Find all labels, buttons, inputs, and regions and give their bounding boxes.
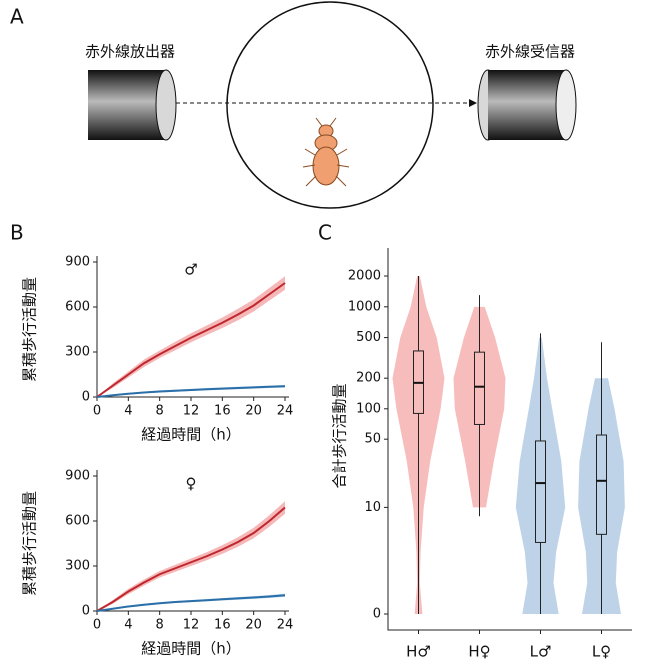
line bbox=[96, 506, 286, 612]
y-tick-label: 0 bbox=[82, 604, 90, 619]
error-band bbox=[97, 593, 285, 611]
panel-label: A bbox=[10, 5, 24, 29]
y-tick-label: 0 bbox=[82, 390, 90, 405]
emitter bbox=[88, 69, 177, 141]
error-band bbox=[97, 276, 285, 397]
y-tick-label: 200 bbox=[356, 371, 381, 386]
y-tick-label: 100 bbox=[356, 401, 381, 416]
x-tick-label: 16 bbox=[214, 618, 231, 633]
panel-label: C bbox=[318, 221, 332, 245]
y-tick-label: 1000 bbox=[348, 299, 381, 314]
x-tick-label: 16 bbox=[214, 404, 231, 419]
x-tick-label: 4 bbox=[124, 404, 132, 419]
chart-title: ♂ bbox=[184, 261, 197, 279]
y-tick-label: 50 bbox=[364, 432, 381, 447]
y-tick-label: 10 bbox=[364, 500, 381, 515]
beetle bbox=[302, 117, 350, 187]
receiver bbox=[477, 69, 577, 141]
line bbox=[96, 282, 286, 398]
violin bbox=[578, 378, 625, 614]
y-axis-label: 累積歩行活動量 bbox=[21, 277, 39, 382]
x-tick-label: 12 bbox=[183, 404, 200, 419]
x-axis-label: 経過時間（h） bbox=[141, 640, 241, 658]
x-tick-label: 4 bbox=[124, 618, 132, 633]
y-tick-label: 0 bbox=[373, 607, 381, 622]
violin bbox=[453, 306, 506, 508]
y-axis-label: 累積歩行活動量 bbox=[21, 491, 39, 596]
y-tick-label: 600 bbox=[65, 514, 90, 529]
y-tick-label: 900 bbox=[65, 469, 90, 484]
box bbox=[535, 440, 546, 543]
chart-title: ♀ bbox=[186, 475, 197, 493]
axis bbox=[387, 248, 632, 631]
x-tick-label: 20 bbox=[245, 404, 262, 419]
box bbox=[596, 434, 607, 535]
x-tick-label: L♂ bbox=[530, 643, 552, 661]
panel-label: B bbox=[10, 221, 24, 245]
y-tick-label: 900 bbox=[65, 255, 90, 270]
x-tick-label: 12 bbox=[183, 618, 200, 633]
line bbox=[96, 594, 286, 612]
x-tick-label: H♂ bbox=[406, 643, 431, 661]
x-tick-label: 20 bbox=[245, 618, 262, 633]
receiver-label: 赤外線受信器 bbox=[485, 43, 575, 61]
x-tick-label: 24 bbox=[277, 404, 294, 419]
x-tick-label: H♀ bbox=[468, 643, 490, 661]
x-axis-label: 経過時間（h） bbox=[141, 426, 241, 444]
y-tick-label: 600 bbox=[65, 300, 90, 315]
y-tick-label: 2000 bbox=[348, 269, 381, 284]
line bbox=[96, 385, 286, 398]
x-tick-label: 0 bbox=[93, 404, 101, 419]
y-tick-label: 500 bbox=[356, 330, 381, 345]
x-tick-label: L♀ bbox=[592, 643, 611, 661]
y-tick-label: 300 bbox=[65, 559, 90, 574]
x-tick-label: 8 bbox=[156, 618, 164, 633]
box bbox=[474, 351, 485, 425]
y-axis-label: 合計歩行活動量 bbox=[331, 383, 349, 488]
arena bbox=[226, 1, 434, 209]
y-tick-label: 300 bbox=[65, 345, 90, 360]
x-tick-label: 24 bbox=[277, 618, 294, 633]
x-tick-label: 8 bbox=[156, 404, 164, 419]
x-tick-label: 0 bbox=[93, 618, 101, 633]
violin bbox=[515, 337, 566, 614]
emitter-label: 赤外線放出器 bbox=[85, 43, 175, 61]
